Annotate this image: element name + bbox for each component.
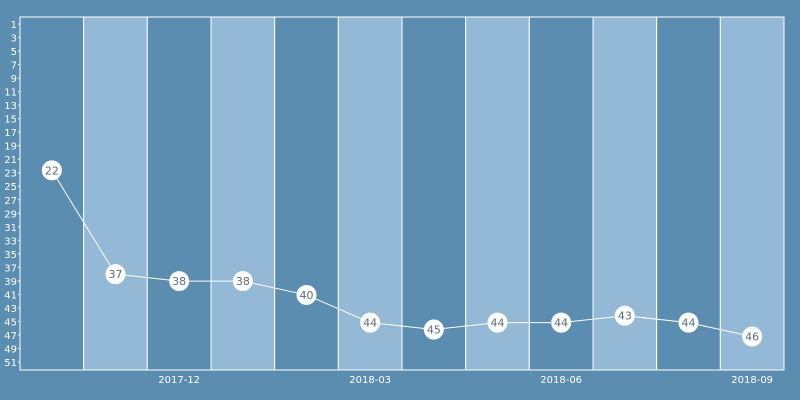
data-point-marker	[105, 264, 126, 285]
series-polyline	[51, 170, 753, 337]
y-tick-label: 25	[4, 182, 17, 193]
column-band	[401, 16, 467, 371]
data-point: 44	[678, 312, 699, 333]
y-tick-label: 27	[4, 196, 17, 207]
data-points: 22 37 38 38 40 44 45 44 44 43 44 46	[41, 160, 763, 347]
data-point: 38	[232, 271, 253, 292]
x-tick-label: 2018-09	[731, 375, 773, 386]
data-label: 22	[45, 164, 59, 177]
y-tick-label: 1	[11, 20, 17, 31]
data-point-marker	[678, 312, 699, 333]
column-band	[656, 16, 721, 371]
data-point-marker	[423, 319, 444, 340]
x-tick-label: 2018-06	[540, 375, 582, 386]
data-label: 44	[491, 317, 505, 330]
data-point-marker	[551, 312, 572, 333]
data-label: 44	[554, 317, 568, 330]
data-point-marker	[169, 271, 190, 292]
y-tick-label: 23	[4, 169, 17, 180]
column-band	[210, 16, 276, 371]
data-point: 43	[614, 305, 635, 326]
column-band	[274, 16, 339, 371]
y-tick-label: 7	[11, 61, 17, 72]
y-tick-label: 13	[4, 101, 17, 112]
y-axis-ticks: 1357911131517192123252729313335373941434…	[4, 20, 20, 369]
column-band	[83, 16, 148, 371]
y-tick-label: 11	[4, 88, 17, 99]
data-label: 44	[363, 317, 377, 330]
y-tick-label: 39	[4, 277, 17, 288]
y-tick-label: 17	[4, 128, 17, 139]
data-point: 45	[423, 319, 444, 340]
y-tick-label: 47	[4, 331, 17, 342]
data-label: 44	[682, 317, 696, 330]
series-line	[51, 170, 753, 337]
data-label: 46	[745, 330, 759, 343]
data-label: 45	[427, 324, 441, 337]
x-tick-label: 2017-12	[158, 375, 200, 386]
y-tick-label: 9	[11, 74, 17, 85]
data-point-marker	[360, 312, 381, 333]
column-band	[19, 16, 85, 371]
column-bands	[19, 16, 785, 371]
column-band	[465, 16, 530, 371]
y-tick-label: 45	[4, 317, 17, 328]
column-band	[719, 16, 785, 371]
data-point-marker	[742, 326, 763, 347]
y-tick-label: 3	[11, 34, 17, 45]
y-tick-label: 33	[4, 236, 17, 247]
y-tick-label: 35	[4, 250, 17, 261]
data-point-marker	[614, 305, 635, 326]
column-band	[528, 16, 594, 371]
data-point: 44	[551, 312, 572, 333]
data-point: 46	[742, 326, 763, 347]
y-tick-label: 29	[4, 209, 17, 220]
data-point-marker	[296, 284, 317, 305]
data-label: 40	[300, 289, 314, 302]
x-tick-label: 2018-03	[349, 375, 391, 386]
data-point-marker	[41, 160, 62, 181]
y-tick-label: 31	[4, 223, 17, 234]
x-axis-ticks: 2017-12 2018-03 2018-06 2018-09	[158, 375, 773, 386]
data-point-marker	[232, 271, 253, 292]
y-tick-label: 21	[4, 155, 17, 166]
data-point: 40	[296, 284, 317, 305]
column-band	[337, 16, 403, 371]
y-tick-label: 5	[11, 47, 17, 58]
data-label: 43	[618, 310, 632, 323]
data-label: 38	[236, 275, 250, 288]
data-label: 38	[172, 275, 186, 288]
data-point: 38	[169, 271, 190, 292]
y-tick-label: 19	[4, 142, 17, 153]
data-point: 22	[41, 160, 62, 181]
y-tick-label: 49	[4, 344, 17, 355]
y-tick-label: 41	[4, 290, 17, 301]
data-point: 44	[360, 312, 381, 333]
y-tick-label: 37	[4, 263, 17, 274]
y-tick-label: 51	[4, 358, 17, 369]
data-point-marker	[487, 312, 508, 333]
y-tick-label: 15	[4, 115, 17, 126]
column-band	[146, 16, 212, 371]
data-point: 37	[105, 264, 126, 285]
data-label: 37	[109, 268, 123, 281]
data-point: 44	[487, 312, 508, 333]
axes	[19, 17, 784, 371]
y-tick-label: 43	[4, 304, 17, 315]
